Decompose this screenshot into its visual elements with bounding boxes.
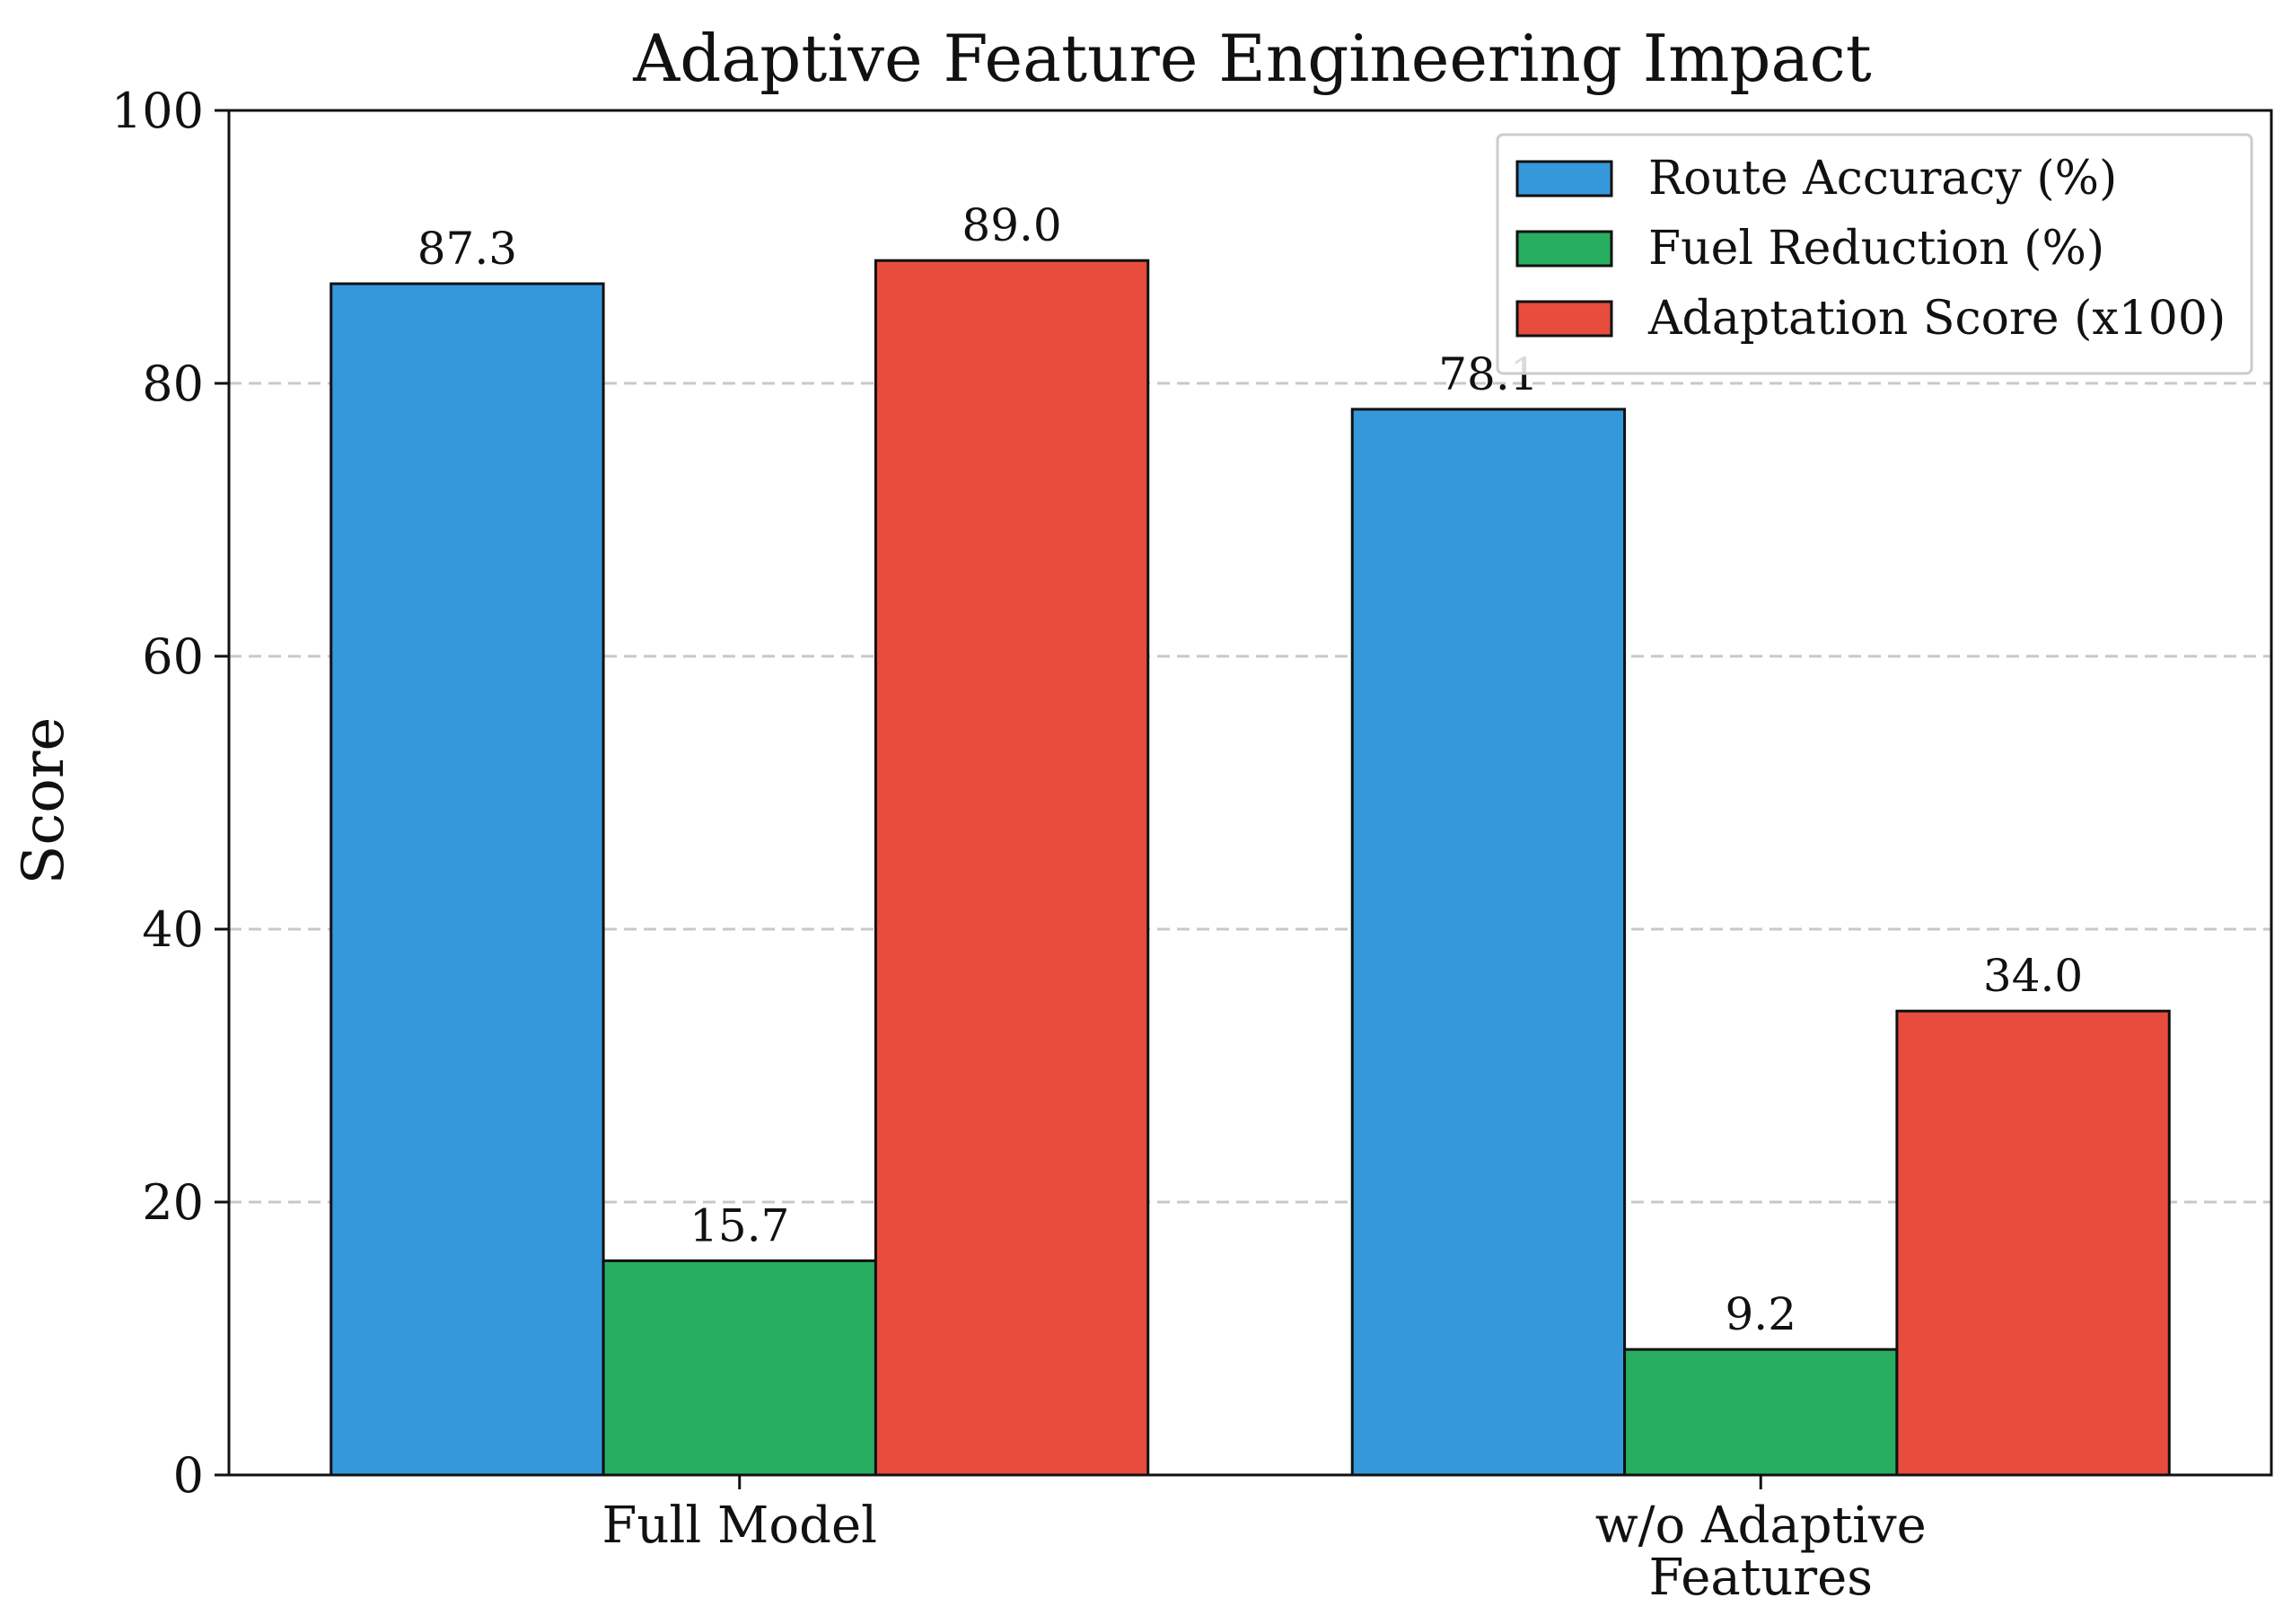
legend-swatch [1515,160,1613,198]
bar-value-label: 87.3 [417,223,517,275]
bar-route-accuracy [1350,408,1627,1477]
x-tick-label: Features [1648,1549,1873,1607]
bar-fuel-reduction [602,1259,877,1477]
legend-swatch [1515,230,1613,268]
y-tick-label: 80 [142,356,204,412]
bar-value-label: 34.0 [1983,950,2083,1002]
bar-value-label: 15.7 [689,1199,789,1251]
legend-label: Fuel Reduction (%) [1648,222,2104,276]
bar-adaptation-score-x100 [1895,1009,2171,1477]
bar-value-label: 9.2 [1725,1288,1796,1340]
chart-title: Adaptive Feature Engineering Impact [632,21,1871,96]
legend-swatch [1515,300,1613,338]
y-axis-label: Score [11,717,77,885]
x-tick-label: w/o Adaptive [1595,1497,1927,1555]
plot-frame [227,109,2273,1477]
y-tick-label: 100 [111,83,204,139]
y-tick-label: 20 [142,1174,204,1231]
bar-adaptation-score-x100 [874,259,1150,1477]
bar-route-accuracy [329,282,605,1477]
bar-fuel-reduction [1623,1347,1899,1477]
legend-label: Adaptation Score (x100) [1647,292,2226,346]
legend-label: Route Accuracy (%) [1648,152,2117,206]
x-tick-label: Full Model [602,1497,878,1555]
y-tick-label: 40 [142,901,204,958]
y-tick-label: 0 [173,1447,204,1504]
bar-value-label: 89.0 [962,199,1061,251]
legend-box [1496,133,2253,375]
y-tick-label: 60 [142,628,204,685]
